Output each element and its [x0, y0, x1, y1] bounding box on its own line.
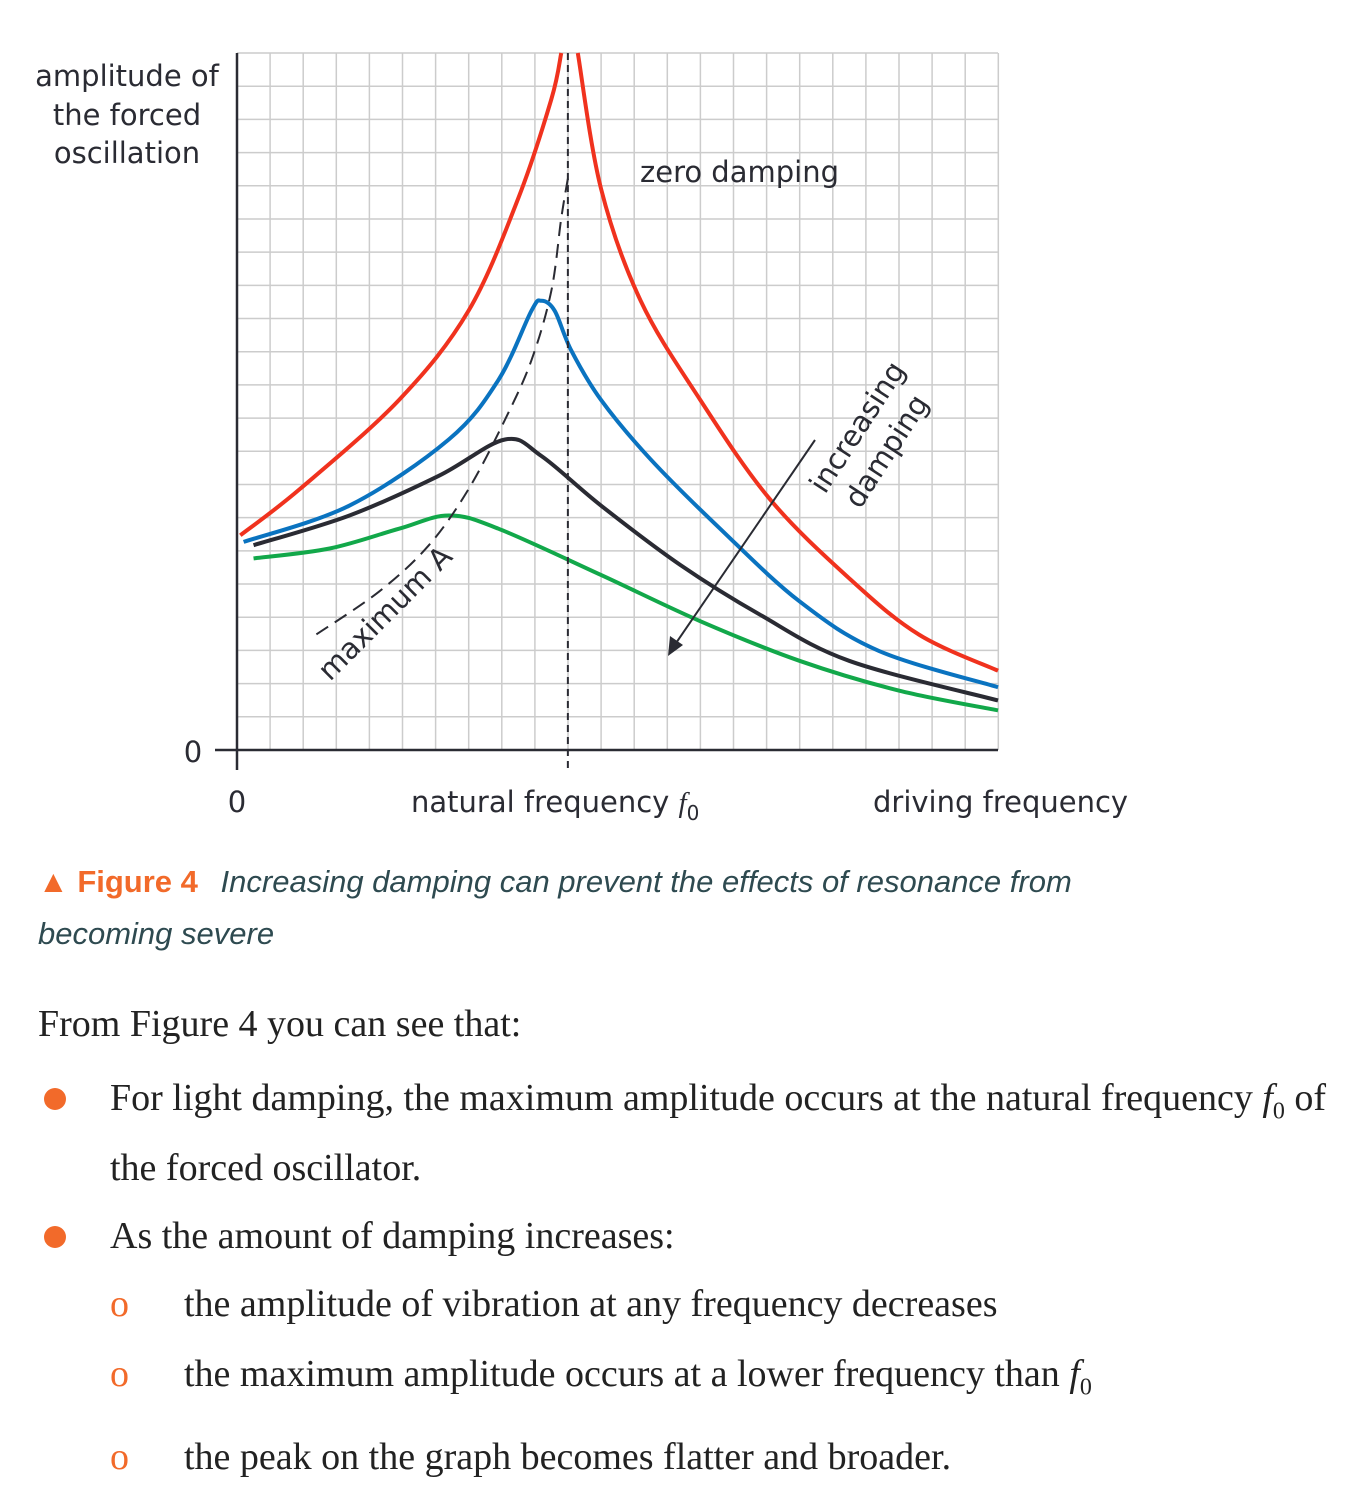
figure-label: Figure 4 [77, 864, 198, 899]
body-text: From Figure 4 you can see that: For ligh… [38, 1000, 1368, 1503]
sub-marker: o [110, 1352, 129, 1395]
f-symbol: f [1069, 1352, 1080, 1395]
subscript: 0 [1079, 1374, 1092, 1401]
zero-damping-curve [575, 52, 999, 673]
y-origin-label: 0 [184, 735, 202, 769]
bullet-light-damping: For light damping, the maximum amplitude… [38, 1070, 1368, 1196]
x-axis-label: driving frequency [873, 785, 1128, 819]
sub-text: the maximum amplitude occurs at a lower … [184, 1352, 1070, 1395]
damping-curve-1-curve [242, 298, 999, 690]
x-origin-label: 0 [228, 785, 246, 819]
sub-text: the amplitude of vibration at any freque… [184, 1282, 998, 1325]
sub-marker: o [110, 1282, 129, 1325]
bullet-text: For light damping, the maximum amplitude… [110, 1077, 1263, 1119]
intro: From Figure 4 you can see that: [38, 1003, 522, 1045]
sub-bullet-3: o the peak on the graph becomes flatter a… [38, 1433, 1368, 1481]
curves [239, 52, 999, 713]
damping-curve-2-curve [252, 436, 999, 703]
triangle-icon: ▲ [38, 864, 69, 899]
sub-bullet-1: o the amplitude of vibration at any frequ… [38, 1280, 1368, 1328]
y-axis-label-line3: oscillation [54, 136, 200, 170]
sub-marker: o [110, 1436, 129, 1479]
bullet-dot-icon [44, 1088, 66, 1110]
subscript: 0 [1272, 1098, 1285, 1125]
y-axis-label-line2: the forced [53, 98, 201, 132]
bullet-text: of the forced oscillator. [110, 1077, 1327, 1189]
sub-text: the peak on the graph becomes flatter an… [184, 1436, 952, 1479]
f-symbol: f [1262, 1077, 1273, 1119]
maximum-a-curve [315, 178, 569, 636]
bullet-dot-icon [44, 1225, 66, 1248]
resonance-chart: amplitude of the forced oscillation 0 0 … [35, 52, 1128, 825]
damping-curve-3-curve [253, 513, 999, 713]
bullet-damping-increases: As the amount of damping increases: [38, 1208, 1368, 1264]
zero-damping-label: zero damping [640, 155, 839, 189]
sub-bullet-2: o the maximum amplitude occurs at a lower… [38, 1350, 1368, 1412]
caption-text: Increasing damping can prevent the effec… [38, 864, 1072, 951]
maximum-a-label: maximum A [311, 539, 459, 687]
zero-damping-curve [239, 52, 564, 537]
f0-label: natural frequency f0 [411, 785, 699, 825]
bullet-text: As the amount of damping increases: [110, 1214, 675, 1257]
figure-caption: ▲ Figure 4 Increasing damping can preven… [38, 856, 1138, 960]
increasing-damping-arrow [668, 439, 816, 656]
y-axis-label-line1: amplitude of [35, 59, 220, 93]
